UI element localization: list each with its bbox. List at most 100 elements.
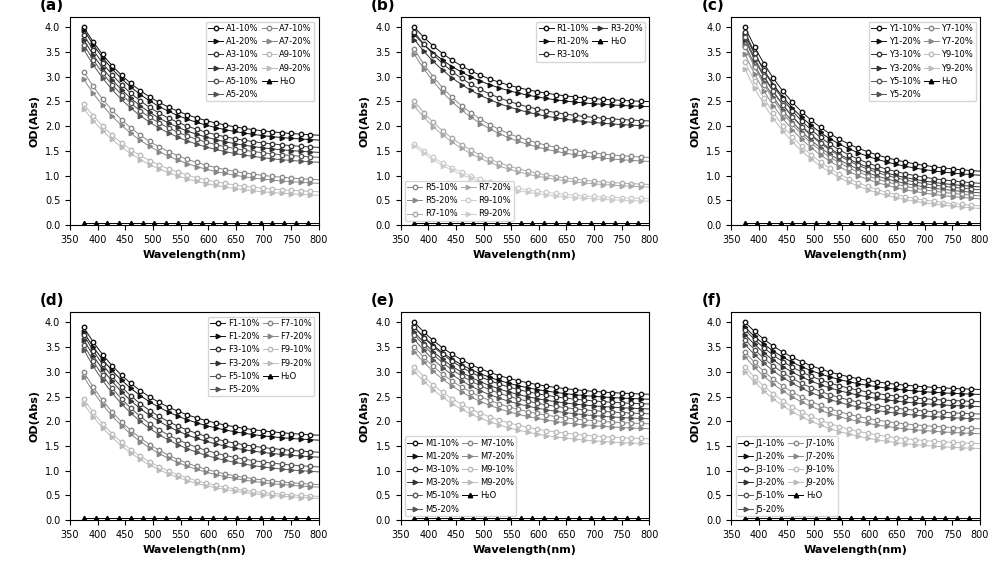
M5-20% xyxy=(408,336,420,343)
A7-10% xyxy=(79,69,91,76)
M1-20% xyxy=(548,388,560,395)
H₂O xyxy=(78,219,90,226)
J9-20% xyxy=(952,444,964,451)
F1-20% xyxy=(291,435,303,442)
Y3-20% xyxy=(879,169,891,176)
Line: F1-10%: F1-10% xyxy=(82,325,321,438)
M5-10% xyxy=(643,410,655,417)
M3-10% xyxy=(548,393,560,400)
M1-20% xyxy=(408,324,420,331)
Y-axis label: OD(Abs): OD(Abs) xyxy=(29,390,39,442)
R1-10% xyxy=(606,97,618,103)
J3-10% xyxy=(879,391,891,398)
F7-20% xyxy=(276,481,288,488)
Y9-20% xyxy=(740,68,752,75)
Y3-10% xyxy=(974,180,986,187)
J9-20% xyxy=(974,445,986,452)
Line: J5-10%: J5-10% xyxy=(743,338,982,416)
Y5-20% xyxy=(883,176,895,183)
J3-20% xyxy=(974,403,986,410)
M5-20% xyxy=(552,408,564,415)
Legend: J1-10%, J1-20%, J3-10%, J3-20%, J5-10%, J5-20%, J7-10%, J7-20%, J9-10%, J9-20%, : J1-10%, J1-20%, J3-10%, J3-20%, J5-10%, … xyxy=(736,436,838,516)
F7-20% xyxy=(291,482,303,489)
R7-10% xyxy=(408,98,420,105)
F7-20% xyxy=(313,484,325,491)
H₂O xyxy=(217,219,229,226)
R9-20% xyxy=(552,192,564,199)
Y1-10% xyxy=(974,168,986,175)
M5-10% xyxy=(408,331,420,338)
Y3-10% xyxy=(952,178,964,185)
Y1-20% xyxy=(879,158,891,165)
Line: F7-10%: F7-10% xyxy=(82,369,321,487)
A7-20% xyxy=(79,77,91,84)
A1-10% xyxy=(217,121,229,128)
A5-10% xyxy=(78,41,90,48)
M9-10% xyxy=(643,435,655,442)
H₂O xyxy=(952,514,964,521)
F5-20% xyxy=(276,466,288,473)
A7-10% xyxy=(218,166,230,173)
R9-20% xyxy=(606,197,618,203)
F7-10% xyxy=(291,480,303,487)
F5-20% xyxy=(78,346,90,353)
F5-10% xyxy=(222,453,234,460)
M5-10% xyxy=(548,403,560,410)
R9-20% xyxy=(621,197,633,204)
R3-20% xyxy=(606,121,618,128)
F3-20% xyxy=(78,336,90,343)
Y9-20% xyxy=(952,203,964,210)
Y1-20% xyxy=(937,169,949,176)
Line: Y1-10%: Y1-10% xyxy=(743,25,982,173)
Line: F9-20%: F9-20% xyxy=(82,402,321,501)
F1-20% xyxy=(218,426,230,433)
R9-10% xyxy=(409,140,421,147)
H₂O xyxy=(548,514,560,521)
F9-20% xyxy=(276,493,288,500)
Y-axis label: OD(Abs): OD(Abs) xyxy=(29,95,39,147)
A1-20% xyxy=(291,135,303,142)
Y5-10% xyxy=(740,35,752,42)
A7-10% xyxy=(217,165,229,172)
J5-10% xyxy=(739,336,751,343)
R9-10% xyxy=(408,140,420,147)
R7-10% xyxy=(552,173,564,180)
R3-10% xyxy=(548,109,560,116)
J1-10% xyxy=(883,380,895,387)
M7-10% xyxy=(606,418,618,425)
F3-20% xyxy=(276,451,288,458)
Line: A7-10%: A7-10% xyxy=(82,69,321,182)
Y7-10% xyxy=(878,177,890,184)
M9-20% xyxy=(548,433,560,440)
A3-10% xyxy=(217,133,229,140)
Y1-10% xyxy=(883,155,895,162)
Y7-10% xyxy=(879,178,891,185)
A1-20% xyxy=(313,136,325,143)
Line: J5-20%: J5-20% xyxy=(743,342,982,421)
J1-10% xyxy=(937,384,949,391)
H₂O xyxy=(291,514,303,521)
A7-20% xyxy=(222,171,234,177)
F1-20% xyxy=(217,426,229,433)
H₂O xyxy=(643,514,655,521)
J7-10% xyxy=(739,349,751,355)
M9-20% xyxy=(548,434,560,440)
H₂O xyxy=(883,219,895,226)
Y3-10% xyxy=(878,165,890,172)
M1-10% xyxy=(552,384,564,391)
J1-20% xyxy=(952,390,964,397)
F3-10% xyxy=(78,331,90,338)
M3-10% xyxy=(408,324,420,331)
M7-20% xyxy=(548,418,560,425)
Y-axis label: OD(Abs): OD(Abs) xyxy=(691,95,701,147)
J5-20% xyxy=(952,414,964,421)
J1-10% xyxy=(878,379,890,386)
M1-10% xyxy=(548,384,560,391)
J9-10% xyxy=(974,440,986,447)
M9-10% xyxy=(548,428,560,435)
A1-10% xyxy=(276,129,288,136)
H₂O xyxy=(548,219,560,226)
A1-10% xyxy=(218,121,230,128)
Y5-20% xyxy=(739,41,751,48)
J9-20% xyxy=(740,369,752,376)
